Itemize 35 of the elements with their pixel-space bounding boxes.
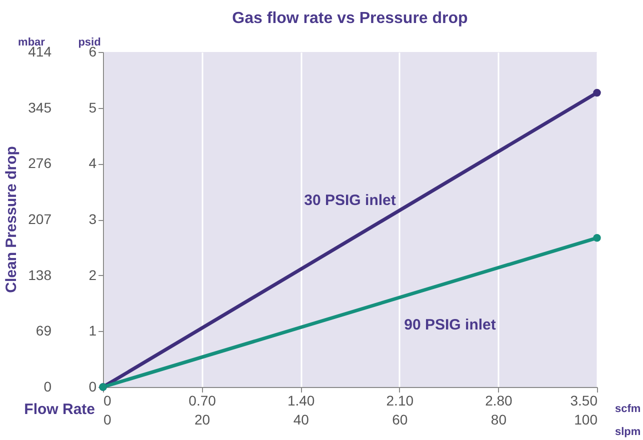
x-tick-label: 0.70 xyxy=(188,392,216,408)
y-tick-label: 0 xyxy=(88,378,97,394)
x2-tick-label: 60 xyxy=(392,412,408,428)
y2-tick-label: 207 xyxy=(28,211,52,227)
point xyxy=(593,88,601,97)
y-axis-title: psid xyxy=(78,36,101,48)
series-label: 90 PSIG inlet xyxy=(404,316,496,334)
x-tick-label: 0 xyxy=(104,392,112,408)
y-tick-label: 3 xyxy=(88,211,97,227)
y-tick-label: 1 xyxy=(88,322,97,339)
y-tick-label: 2 xyxy=(88,266,97,283)
x-axis-title: Flow Rate xyxy=(24,401,95,418)
text: Clean Pressure drop xyxy=(3,146,20,293)
y2-tick-label: 276 xyxy=(28,155,52,172)
x2-axis-title: slpm xyxy=(615,426,641,438)
y2-tick-label: 69 xyxy=(36,322,52,339)
y2-tick-label: 138 xyxy=(28,266,52,283)
x2-tick-label: 20 xyxy=(194,412,210,428)
x2-tick-label: 100 xyxy=(574,412,598,428)
y2-tick-label: 0 xyxy=(44,378,52,394)
x-tick-label: 2.80 xyxy=(485,392,513,408)
y-tick-label: 5 xyxy=(88,99,97,116)
x-tick-label: 2.10 xyxy=(386,392,414,408)
chart-title: Gas flow rate vs Pressure drop xyxy=(232,10,468,27)
text: scfm xyxy=(615,403,641,415)
y-tick-label: 4 xyxy=(88,155,97,172)
point xyxy=(593,234,601,242)
x-tick-label: 3.50 xyxy=(570,392,598,408)
x2-tick-label: 40 xyxy=(293,412,310,428)
x2-tick-label: 80 xyxy=(490,412,507,428)
x-tick-label: 1.40 xyxy=(287,392,315,408)
series-label: 30 PSIG inlet xyxy=(304,192,396,209)
y2-axis-title: mbar xyxy=(18,36,46,48)
y2-tick-label: 345 xyxy=(28,99,52,116)
x2-tick-label: 0 xyxy=(104,412,112,428)
